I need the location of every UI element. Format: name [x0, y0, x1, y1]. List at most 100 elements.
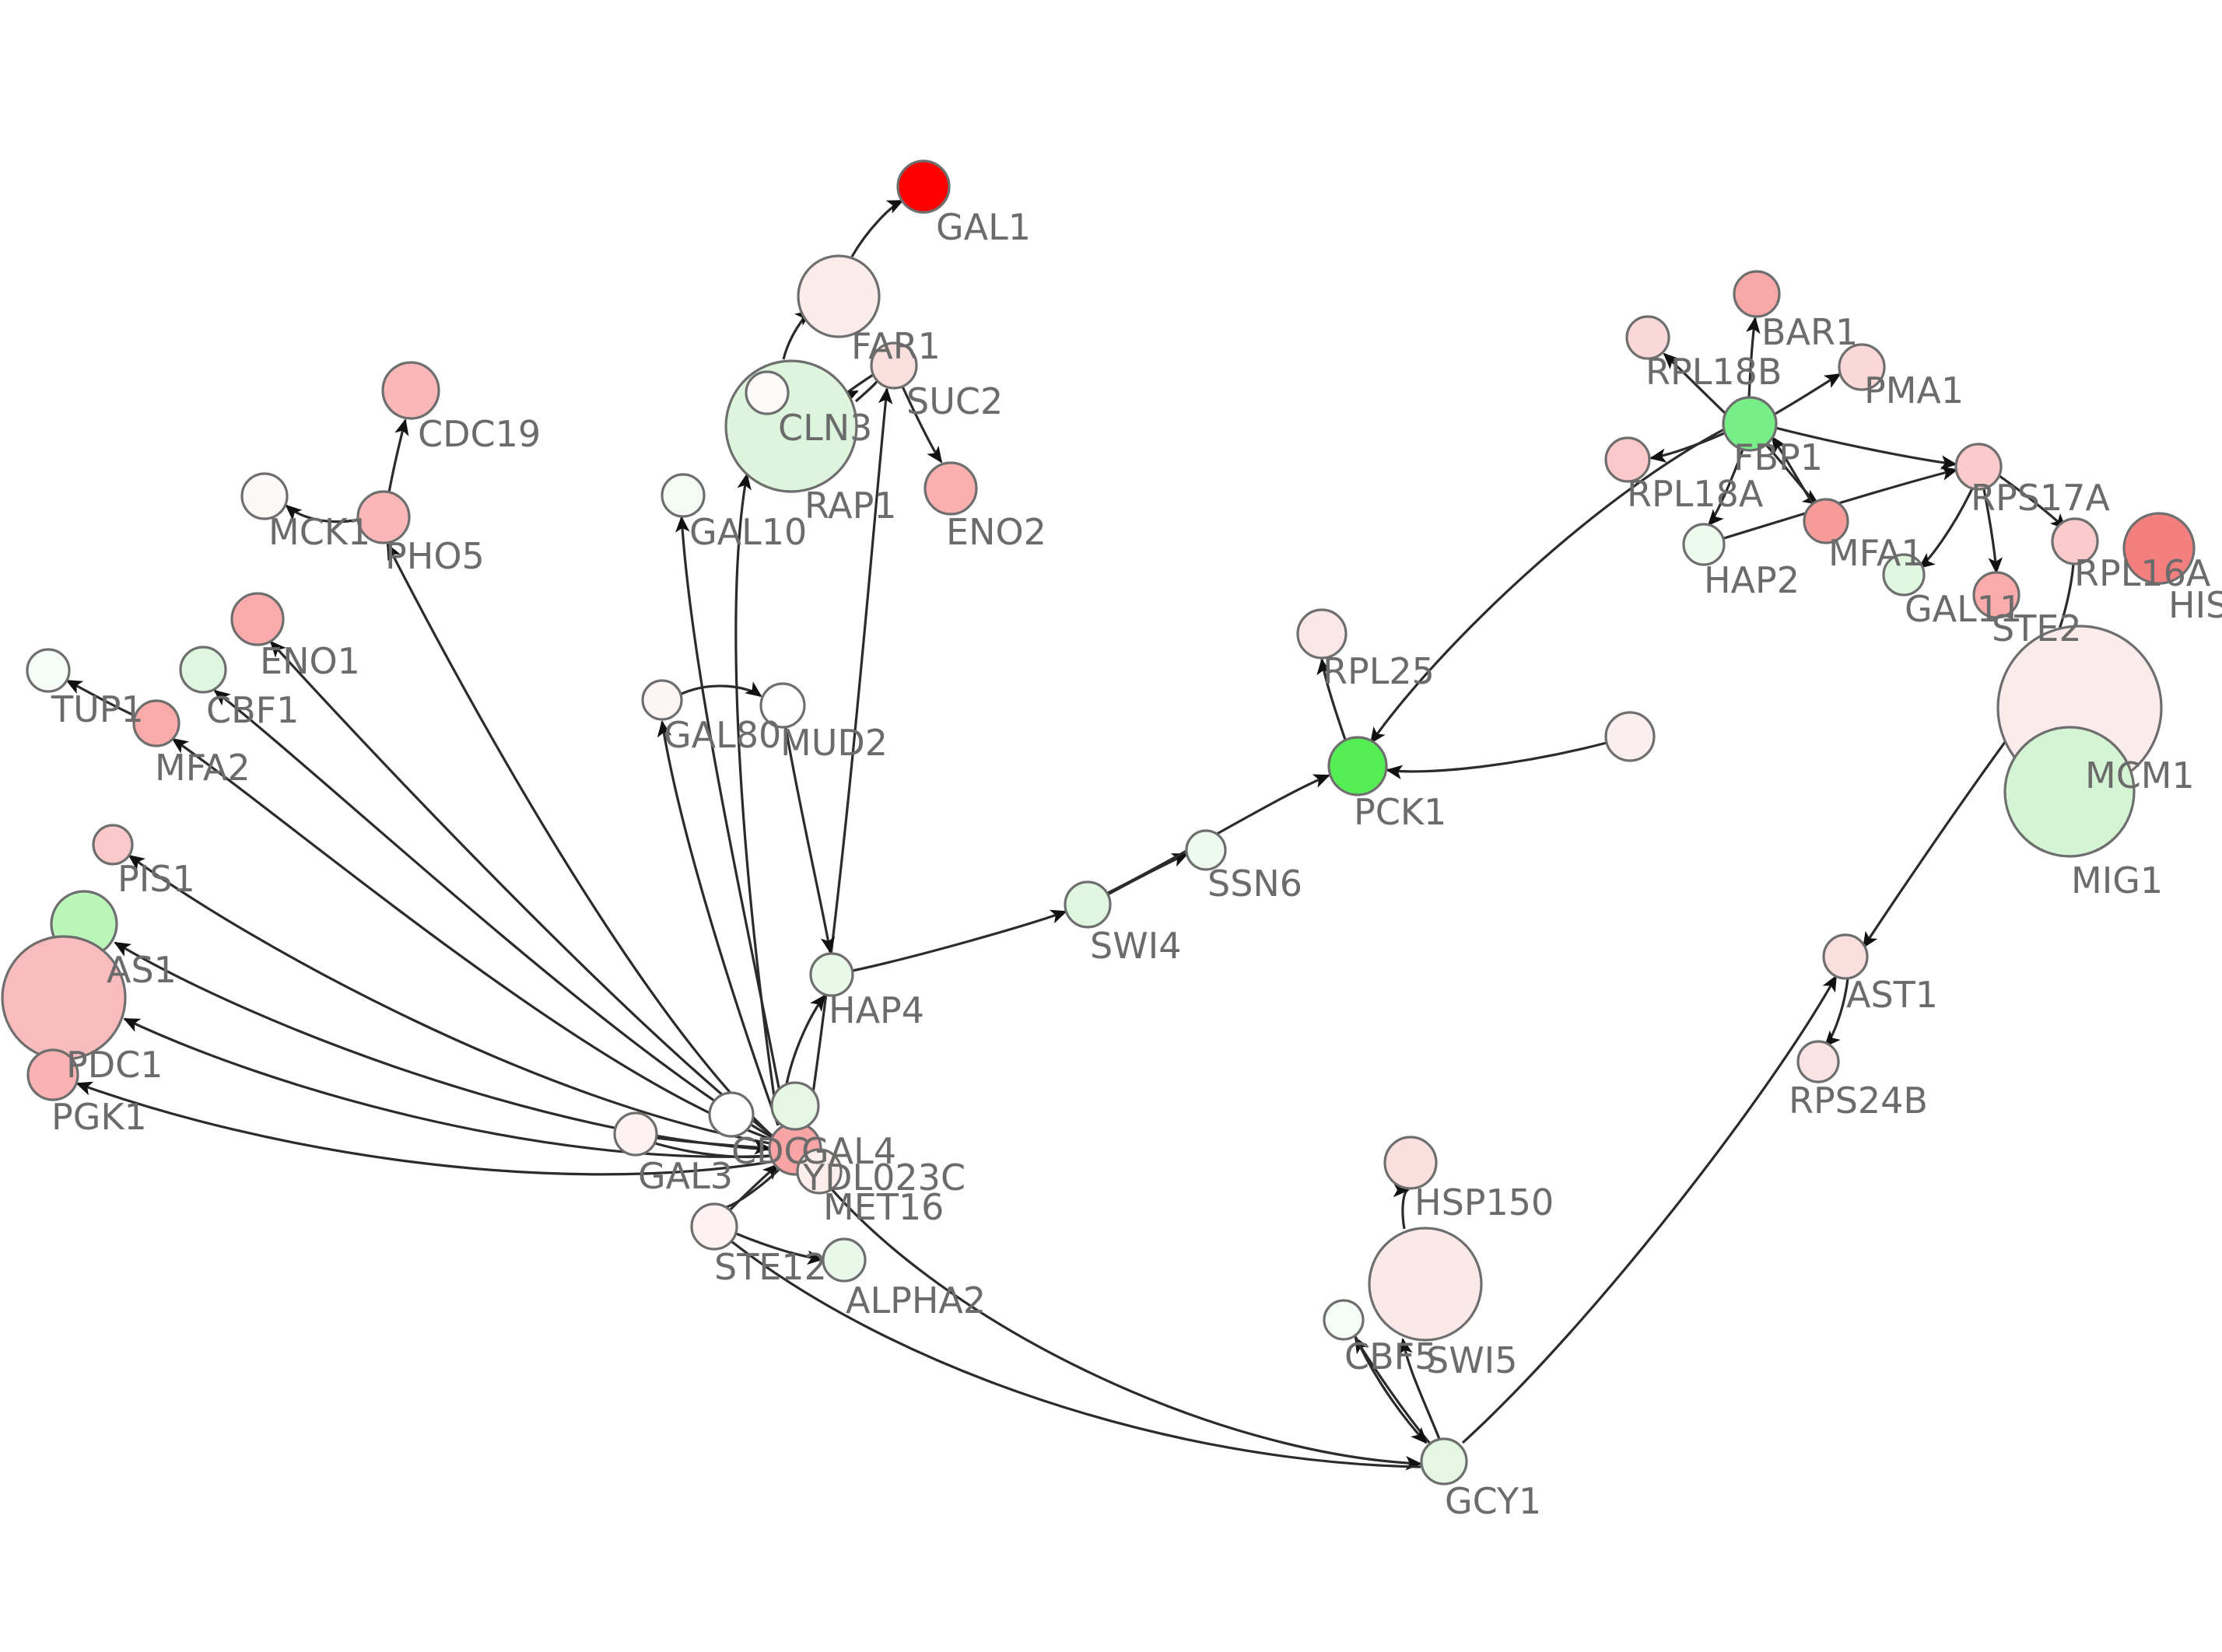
node-label-GAL4: GAL4	[801, 1130, 896, 1172]
edge-RPS17A-to-STE2	[1982, 488, 2003, 574]
node-CDC[interactable]	[708, 1091, 755, 1138]
node-HAP4[interactable]	[809, 952, 854, 997]
node-NODE_AST[interactable]	[1604, 711, 1656, 762]
node-label-RPL16A: RPL16A	[2074, 552, 2211, 594]
node-label-HAP4: HAP4	[829, 989, 924, 1031]
node-ENO1[interactable]	[230, 592, 285, 646]
node-AST1[interactable]	[1822, 933, 1869, 980]
node-label-RPS17A: RPS17A	[1971, 477, 2110, 519]
node-label-GAL11: GAL11	[1905, 588, 2022, 630]
edge-SWI5-to-HSP150	[1393, 1182, 1410, 1230]
edge-GAL4-to-MFA2	[171, 737, 773, 1141]
node-label-BAR1: BAR1	[1761, 311, 1858, 353]
node-HIS4[interactable]	[2122, 512, 2196, 585]
node-HSP150[interactable]	[1383, 1136, 1438, 1190]
node-GCY1[interactable]	[1420, 1437, 1468, 1486]
node-CDC19[interactable]	[381, 361, 440, 420]
node-PHO5[interactable]	[356, 490, 411, 544]
node-CBF1[interactable]	[179, 646, 227, 694]
node-GAL11[interactable]	[1882, 553, 1926, 597]
node-label-RAP1: RAP1	[804, 485, 897, 527]
node-CBF5[interactable]	[1323, 1299, 1365, 1341]
edge-GAL4-to-GAL80	[657, 720, 780, 1126]
node-SWI5[interactable]	[1368, 1227, 1483, 1342]
node-RAP1node[interactable]	[745, 370, 790, 415]
edge-MFA1-to-FBP1	[1771, 436, 1814, 505]
node-label-CDC: CDC	[731, 1130, 809, 1172]
node-MIG1[interactable]	[2003, 726, 2136, 858]
edge-GAL4-to-GAL3	[654, 1142, 775, 1159]
node-label-SUC2: SUC2	[906, 380, 1003, 422]
node-RPL18B[interactable]	[1625, 315, 1670, 360]
node-BAR1[interactable]	[1733, 270, 1781, 318]
edge-GAL4-to-PHO5	[386, 543, 773, 1137]
node-SSN6[interactable]	[1185, 829, 1227, 871]
node-STE2[interactable]	[1972, 571, 2020, 619]
node-label-YDL023C: YDL023C	[802, 1157, 966, 1199]
node-RPS17A[interactable]	[1954, 443, 2003, 491]
edge-HAP4-to-SWI4	[852, 909, 1067, 972]
edge-SUC2-to-ENO2	[901, 386, 943, 464]
edge-FBP1-to-RPS17A	[1775, 426, 1957, 470]
node-label-HIS4: HIS4	[2168, 584, 2222, 626]
node-ALPHA2[interactable]	[822, 1237, 867, 1283]
node-RPS24B[interactable]	[1796, 1040, 1840, 1083]
edge-GAL4-to-STE12	[723, 1165, 783, 1209]
node-RPL18A[interactable]	[1604, 436, 1651, 483]
node-MFA1[interactable]	[1803, 498, 1849, 544]
node-RPL25[interactable]	[1296, 608, 1348, 660]
node-label-TUP1: TUP1	[51, 688, 144, 730]
node-label-RPL18A: RPL18A	[1627, 473, 1764, 515]
node-ENO2[interactable]	[923, 461, 978, 516]
edge-GAL4-to-GAL10	[675, 516, 787, 1125]
node-MUD2[interactable]	[759, 682, 806, 729]
node-FAR1[interactable]	[797, 254, 881, 338]
edge-PCK1-to-RPL25	[1316, 658, 1347, 740]
node-label-PIS1: PIS1	[117, 858, 195, 900]
node-PMA1[interactable]	[1838, 343, 1886, 391]
node-label-RPS24B: RPS24B	[1789, 1080, 1928, 1122]
node-GAL3[interactable]	[613, 1111, 658, 1157]
edge-GAL4-to-PDC1	[123, 1017, 771, 1158]
edge-SWI4-to-PCK1	[1107, 774, 1330, 894]
node-GAL80[interactable]	[641, 679, 683, 721]
node-label-MFA1: MFA1	[1828, 532, 1924, 574]
edge-NODE_AST-to-PCK1	[1386, 741, 1607, 779]
node-label-ALPHA2: ALPHA2	[846, 1279, 986, 1321]
edge-FAR1-to-GAL1	[850, 199, 904, 257]
node-FBP1[interactable]	[1722, 396, 1778, 452]
node-PIS1[interactable]	[92, 824, 134, 866]
node-PCK1[interactable]	[1327, 736, 1388, 796]
node-label-CBF1: CBF1	[206, 689, 299, 731]
node-label-MUD2: MUD2	[780, 722, 888, 764]
node-label-CDC19: CDC19	[418, 413, 541, 455]
node-MFA2[interactable]	[132, 699, 180, 747]
node-GAL10[interactable]	[661, 473, 706, 518]
edge-MUD2-to-HAP4	[784, 727, 836, 954]
node-label-GAS1: AS1	[107, 949, 177, 991]
node-label-STE2: STE2	[1992, 607, 2082, 649]
node-STE12[interactable]	[690, 1202, 738, 1251]
node-label-SWI5: SWI5	[1426, 1339, 1518, 1381]
node-SWI4[interactable]	[1064, 880, 1112, 929]
node-label-SSN6: SSN6	[1207, 863, 1302, 905]
node-SUC2[interactable]	[870, 341, 918, 390]
node-GAL1[interactable]	[896, 159, 951, 214]
edge-GAL4-to-GCY1	[811, 1166, 1422, 1471]
node-label-FBP1: FBP1	[1733, 436, 1823, 478]
edge-SWI4-to-SSN6	[1107, 852, 1189, 896]
node-label-HAP2: HAP2	[1704, 559, 1800, 601]
node-TUP1[interactable]	[26, 648, 71, 693]
node-PGK1[interactable]	[26, 1048, 79, 1101]
node-MCK1[interactable]	[240, 472, 289, 520]
node-RPL16A[interactable]	[2051, 517, 2099, 565]
node-GAL4HUB[interactable]	[770, 1081, 820, 1131]
node-HAP2[interactable]	[1682, 523, 1726, 566]
node-YDL023C[interactable]	[796, 1148, 843, 1195]
node-label-GAL10: GAL10	[689, 511, 807, 553]
nodes-layer[interactable]	[1, 159, 2196, 1486]
node-label-FAR1: FAR1	[851, 325, 941, 367]
edge-GAL4-to-PGK1	[75, 1081, 771, 1176]
node-label-CBF5: CBF5	[1344, 1335, 1437, 1377]
